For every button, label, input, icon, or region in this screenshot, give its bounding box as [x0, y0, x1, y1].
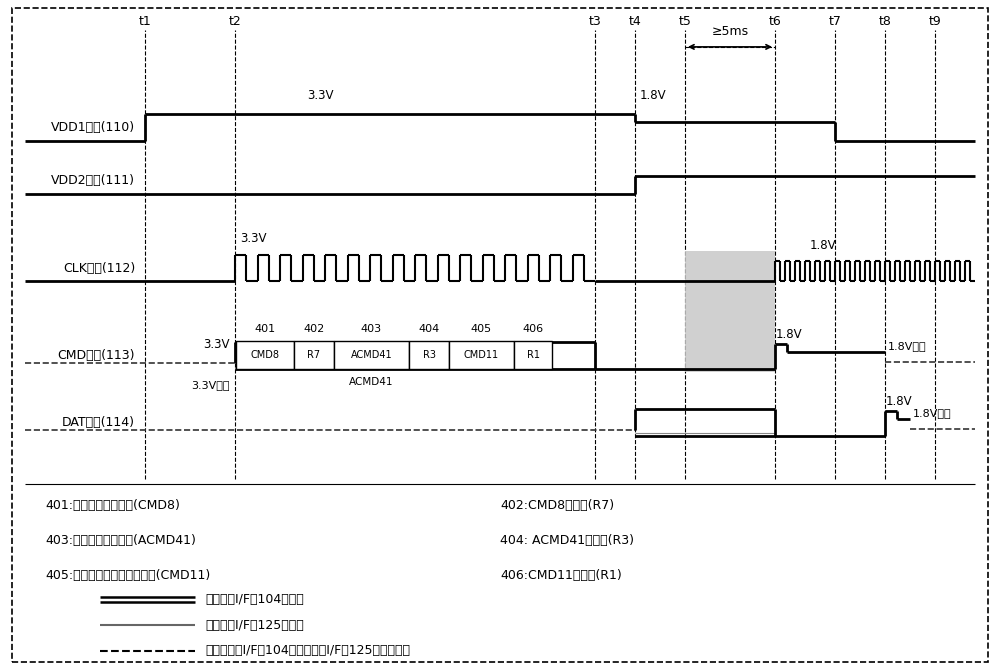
Bar — [334, 341, 409, 369]
Bar — [294, 341, 334, 369]
Text: 402:CMD8的回复(R7): 402:CMD8的回复(R7) — [500, 499, 614, 512]
Text: 405:电源、信号电压切换命令(CMD11): 405:电源、信号电压切换命令(CMD11) — [45, 569, 210, 582]
Text: 3.3V: 3.3V — [240, 232, 266, 245]
Text: 1.8V上拉: 1.8V上拉 — [913, 408, 952, 418]
Text: ≥5ms: ≥5ms — [711, 25, 749, 38]
Text: 1.8V: 1.8V — [776, 328, 803, 341]
Text: DAT线路(114): DAT线路(114) — [62, 415, 135, 429]
Text: t3: t3 — [589, 15, 601, 28]
Text: t1: t1 — [139, 15, 151, 28]
Text: 3.3V: 3.3V — [307, 89, 333, 102]
Text: R1: R1 — [526, 350, 540, 360]
Bar — [409, 341, 449, 369]
Text: 402: 402 — [303, 324, 325, 334]
Text: 406: 406 — [522, 324, 544, 334]
Bar — [236, 341, 294, 369]
Text: CMD11: CMD11 — [464, 350, 499, 360]
Text: t8: t8 — [879, 15, 891, 28]
Text: 从主机装置I/F部104、从机装置I/F部125均没有驱动: 从主机装置I/F部104、从机装置I/F部125均没有驱动 — [205, 644, 410, 657]
Text: ACMD41: ACMD41 — [349, 377, 394, 387]
Text: t9: t9 — [929, 15, 941, 28]
Text: R7: R7 — [307, 350, 321, 360]
Text: 404: ACMD41的回复(R3): 404: ACMD41的回复(R3) — [500, 534, 634, 547]
Text: 406:CMD11的回复(R1): 406:CMD11的回复(R1) — [500, 569, 622, 582]
Text: 1.8V上拉: 1.8V上拉 — [888, 341, 927, 351]
Text: 1.8V: 1.8V — [640, 89, 667, 102]
Text: t6: t6 — [769, 15, 781, 28]
Text: 404: 404 — [418, 324, 440, 334]
Text: t7: t7 — [829, 15, 841, 28]
Text: 405: 405 — [471, 324, 492, 334]
Text: t4: t4 — [629, 15, 641, 28]
Text: R3: R3 — [422, 350, 436, 360]
Bar — [449, 341, 514, 369]
Text: 403: 403 — [361, 324, 382, 334]
Bar — [514, 341, 552, 369]
Text: 403:信号电压确认命令(ACMD41): 403:信号电压确认命令(ACMD41) — [45, 534, 196, 547]
Text: 3.3V: 3.3V — [204, 338, 230, 351]
Text: 3.3V上拉: 3.3V上拉 — [191, 380, 230, 390]
Text: ACMD41: ACMD41 — [351, 350, 392, 360]
Text: 主机装置I/F部104的驱动: 主机装置I/F部104的驱动 — [205, 593, 304, 606]
Text: CMD线路(113): CMD线路(113) — [58, 348, 135, 362]
Bar — [685, 251, 775, 372]
Text: CLK线路(112): CLK线路(112) — [63, 261, 135, 275]
Text: t5: t5 — [679, 15, 691, 28]
Text: 401: 401 — [254, 324, 276, 334]
Text: 1.8V: 1.8V — [886, 395, 913, 408]
Text: t2: t2 — [229, 15, 241, 28]
Text: VDD2线路(111): VDD2线路(111) — [51, 174, 135, 188]
Text: CMD8: CMD8 — [250, 350, 280, 360]
Text: 从机装置I/F部125的驱动: 从机装置I/F部125的驱动 — [205, 618, 304, 632]
Text: VDD1线路(110): VDD1线路(110) — [51, 121, 135, 134]
Text: 401:电源电压确认命令(CMD8): 401:电源电压确认命令(CMD8) — [45, 499, 180, 512]
Text: 1.8V: 1.8V — [810, 239, 837, 252]
